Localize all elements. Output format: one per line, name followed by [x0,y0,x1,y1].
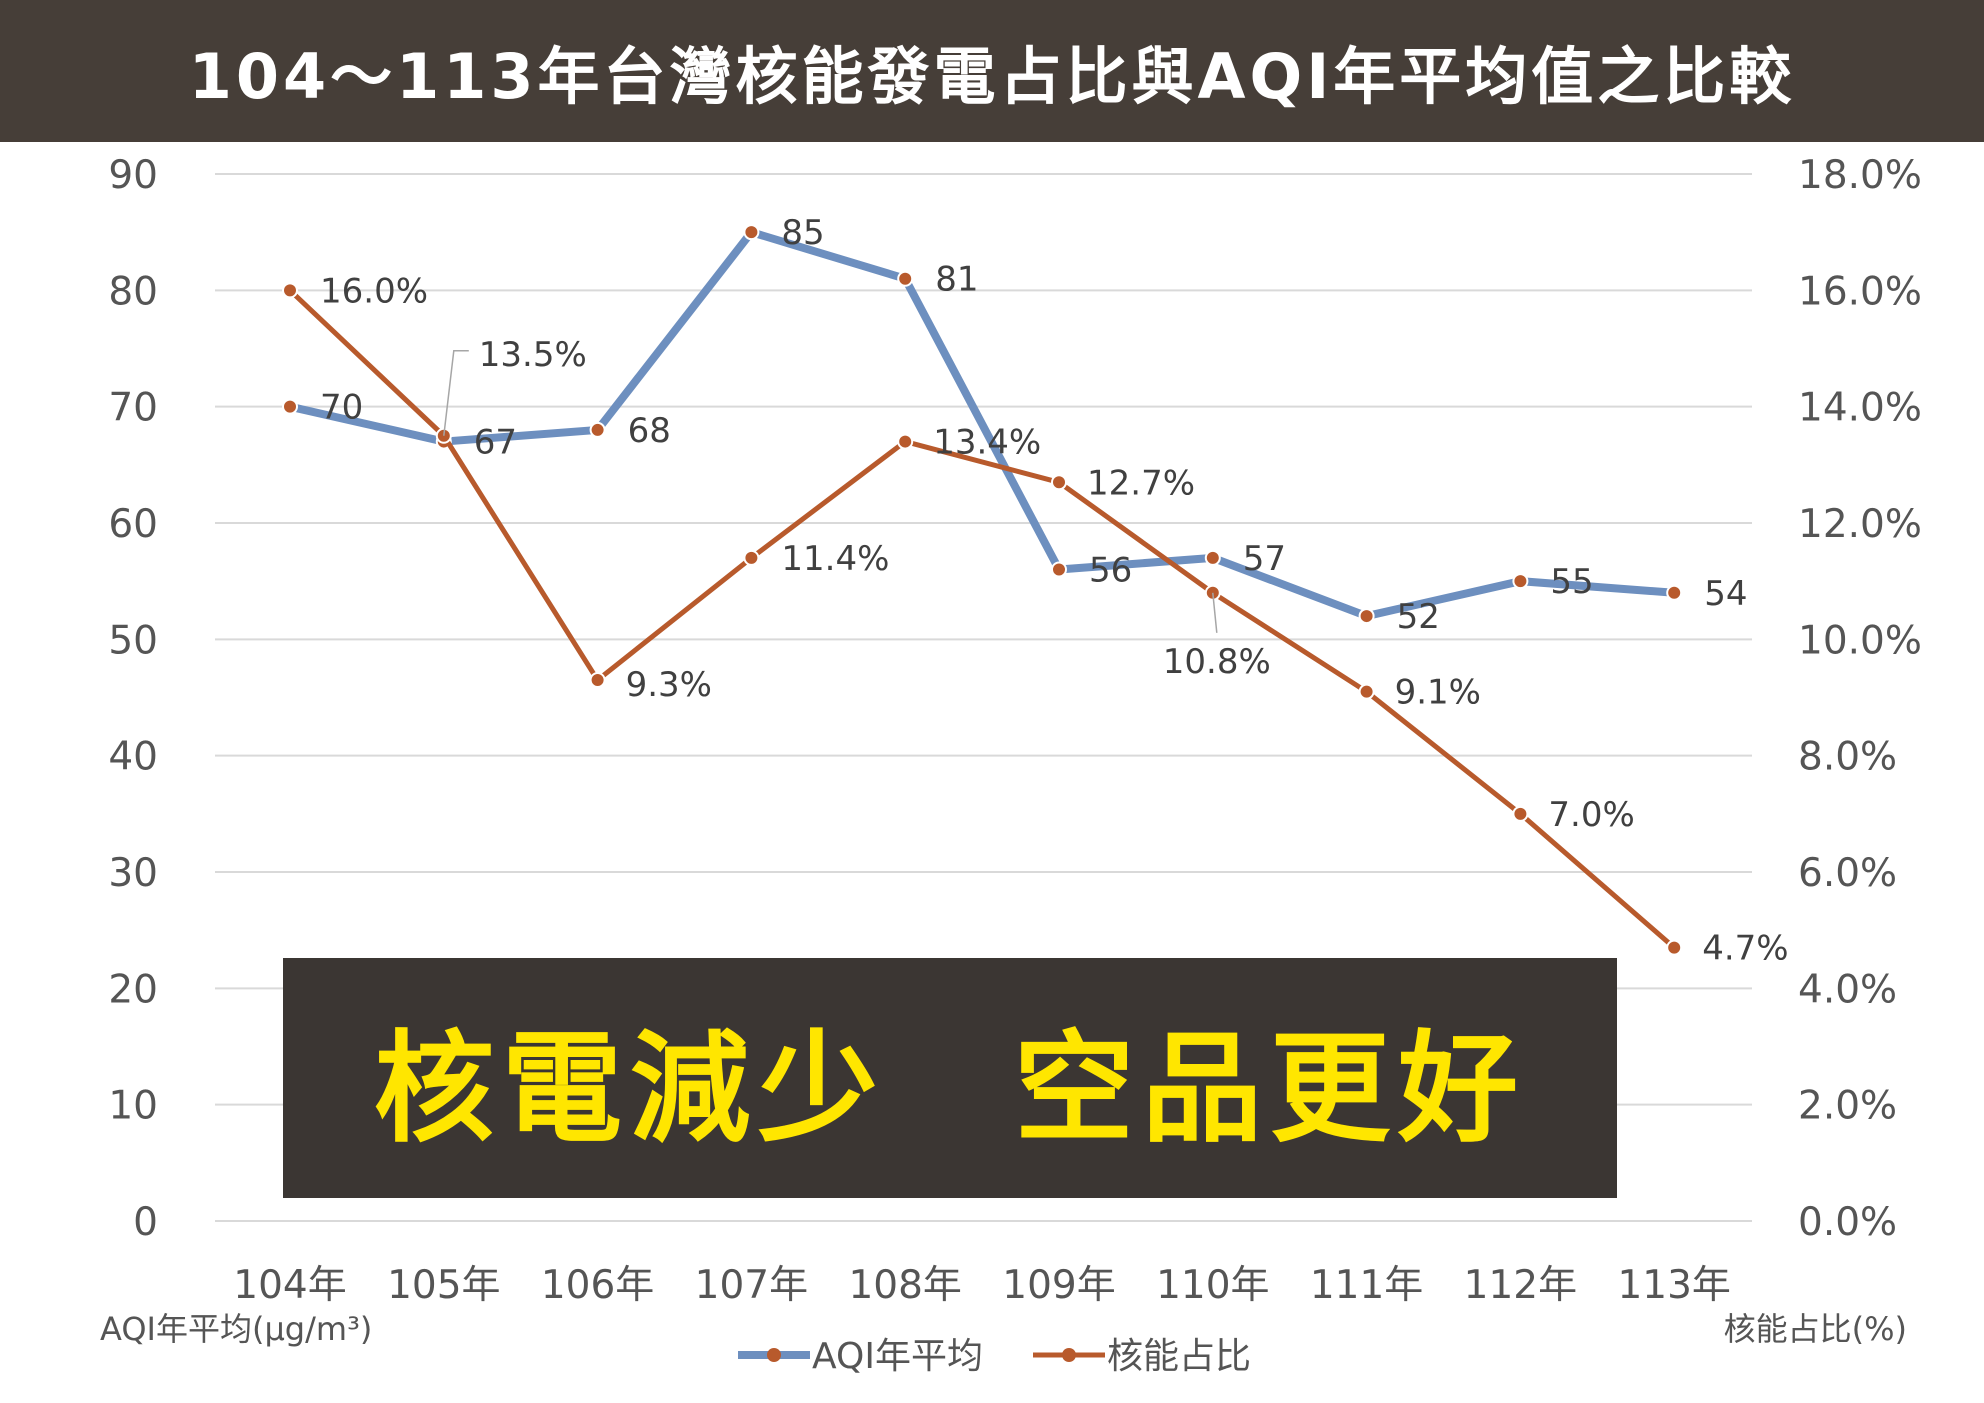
x-tick-label: 104年 [233,1263,346,1308]
y-left-tick-label: 30 [108,851,158,896]
data-point [1204,549,1221,566]
series-line [286,228,1679,621]
y-left-axis-title: AQI年平均(μg/m³) [100,1310,372,1348]
y-left-tick-label: 0 [133,1200,158,1245]
y-left-tick-label: 40 [108,735,158,780]
y-left-tick-label: 50 [108,618,158,663]
legend-marker [767,1348,781,1362]
y-right-tick-label: 8.0% [1798,735,1897,780]
y-right-tick-label: 6.0% [1798,851,1897,896]
x-tick-label: 107年 [695,1263,808,1308]
y-left-tick-label: 60 [108,502,158,547]
data-label: 70 [320,388,363,428]
y-right-tick-label: 12.0% [1798,502,1922,547]
series-line [287,287,1677,951]
x-tick-label: 109年 [1002,1263,1115,1308]
data-label: 13.5% [479,335,587,375]
y-right-tick-label: 10.0% [1798,618,1922,663]
data-point [743,549,760,566]
chart-title: 104～113年台灣核能發電占比與AQI年平均值之比較 [188,40,1796,113]
y-left-tick-label: 10 [108,1084,158,1129]
data-label: 57 [1243,539,1286,579]
data-point [1512,573,1529,590]
x-tick-label: 112年 [1464,1263,1577,1308]
data-point [1051,474,1067,491]
data-label: 13.4% [933,423,1041,463]
data-point [897,270,914,287]
legend-marker [1062,1348,1076,1362]
x-tick-label: 108年 [848,1263,961,1308]
data-point [743,224,760,241]
data-label: 16.0% [320,271,428,311]
x-tick-label: 106年 [541,1263,654,1308]
data-point [1051,561,1067,578]
data-label: 68 [628,411,671,451]
y-right-tick-label: 18.0% [1798,153,1922,198]
chart-header: 104～113年台灣核能發電占比與AQI年平均值之比較 [0,0,1984,142]
slogan-banner: 核電減少 空品更好 [283,958,1617,1198]
label-leader-line [443,350,469,436]
data-label: 52 [1397,597,1440,637]
y-right-tick-label: 16.0% [1798,269,1922,314]
label-leader-line [1212,592,1218,633]
data-label: 55 [1550,562,1593,602]
data-label: 54 [1704,574,1747,614]
data-label: 7.0% [1548,795,1634,835]
data-point [1512,805,1529,822]
y-right-tick-label: 4.0% [1798,967,1897,1012]
y-right-tick-label: 14.0% [1798,386,1922,431]
data-point [1666,584,1683,601]
data-label: 4.7% [1702,929,1788,969]
data-label: 9.1% [1395,673,1481,713]
data-point [1358,608,1375,625]
data-point [589,421,606,438]
data-point [897,433,914,450]
data-point [1358,683,1375,700]
x-tick-label: 105年 [387,1263,500,1308]
data-label: 81 [935,260,978,300]
y-right-axis-title: 核能占比(%) [1724,1310,1907,1348]
data-label: 12.7% [1087,463,1195,503]
data-label: 67 [474,423,517,463]
y-left-tick-label: 90 [108,153,158,198]
data-label: 11.4% [781,539,889,579]
data-point [282,282,298,299]
data-label: 10.8% [1163,642,1271,682]
data-point [1666,939,1683,956]
y-right-tick-label: 0.0% [1798,1200,1897,1245]
legend-label: 核能占比 [1107,1336,1251,1377]
slogan-text: 核電減少 空品更好 [374,1020,1526,1159]
x-tick-label: 113年 [1617,1263,1730,1308]
data-point [589,672,606,689]
legend-label: AQI年平均 [812,1336,983,1377]
y-right-tick-label: 2.0% [1798,1084,1897,1129]
y-left-tick-label: 80 [108,269,158,314]
data-point [282,398,298,415]
x-tick-label: 110年 [1156,1263,1269,1308]
data-label: 9.3% [626,665,712,705]
data-label: 56 [1089,551,1132,591]
x-tick-label: 111年 [1310,1263,1423,1308]
data-label: 85 [781,213,824,253]
y-left-tick-label: 20 [108,967,158,1012]
y-left-tick-label: 70 [108,386,158,431]
